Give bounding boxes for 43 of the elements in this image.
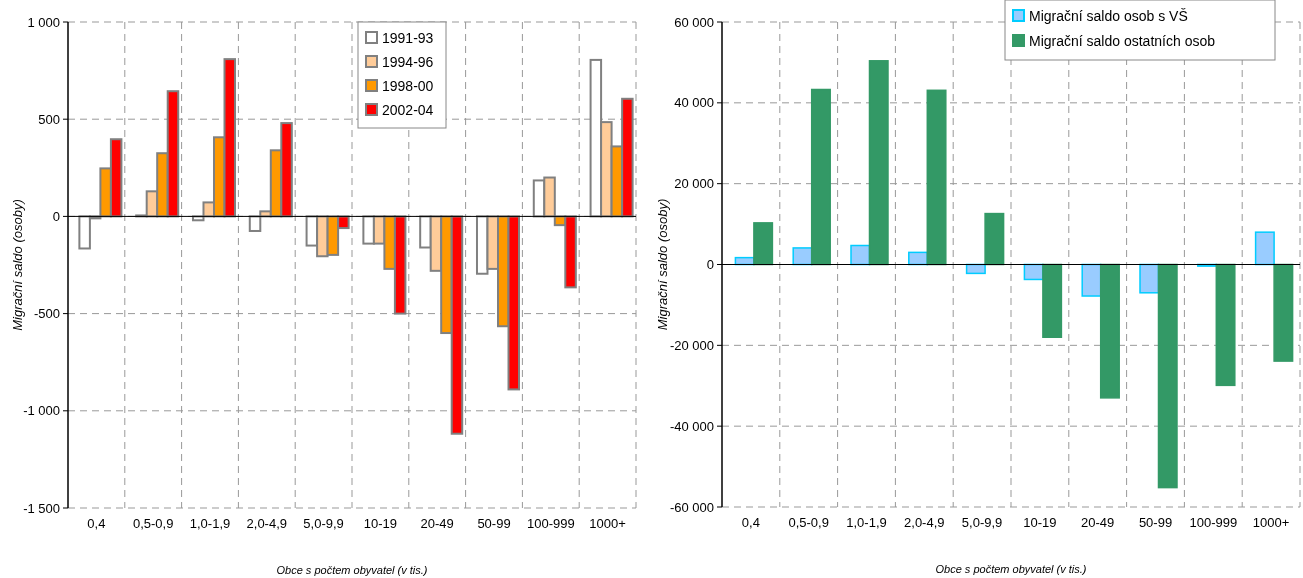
- y-tick-label: 40 000: [674, 95, 714, 111]
- y-tick-label: 0: [706, 257, 714, 273]
- x-tick-label: 20-49: [1081, 515, 1115, 530]
- x-tick-label: 0,5-0,9: [132, 516, 174, 531]
- x-tick-label: 0,4: [741, 515, 760, 530]
- y-tick-label: 0: [52, 208, 60, 224]
- x-tick-label: 0,5-0,9: [788, 515, 829, 530]
- y-tick-label: 500: [38, 111, 60, 127]
- x-tick-label: 100-999: [526, 516, 575, 531]
- x-tick-label: 2,0-4,9: [246, 516, 288, 531]
- x-tick-label: 1,0-1,9: [189, 516, 231, 531]
- y-tick-label: -1 000: [23, 403, 60, 419]
- y-tick-label: 60 000: [674, 14, 714, 30]
- legend-label: 1998-00: [382, 77, 434, 94]
- legend-label: 1994-96: [382, 53, 434, 70]
- y-tick-label: -60 000: [669, 499, 714, 515]
- x-tick-label: 100-999: [1189, 515, 1238, 530]
- x-axis-title: Obce s počtem obyvatel (v tis.): [935, 563, 1087, 575]
- legend-label: Migrační saldo osob s VŠ: [1029, 7, 1188, 24]
- x-tick-label: 5,0-9,9: [303, 516, 344, 531]
- x-tick-label: 50-99: [1138, 515, 1173, 530]
- y-axis-title: Migrační saldo (osoby): [10, 199, 25, 331]
- y-tick-label: -1 500: [23, 500, 60, 516]
- y-tick-label: 1 000: [27, 14, 60, 30]
- y-tick-label: 20 000: [674, 176, 714, 192]
- legend-label: 2002-04: [382, 101, 434, 118]
- x-tick-label: 1000+: [1252, 515, 1290, 530]
- x-tick-label: 20-49: [420, 516, 454, 531]
- x-tick-label: 10-19: [1023, 515, 1057, 530]
- x-tick-label: 0,4: [87, 516, 106, 531]
- y-tick-label: -40 000: [669, 418, 714, 434]
- y-tick-label: -500: [33, 306, 60, 322]
- y-axis-title: Migrační saldo (osoby): [655, 198, 670, 331]
- x-axis-title: Obce s počtem obyvatel (v tis.): [276, 564, 428, 576]
- x-tick-label: 10-19: [363, 516, 398, 531]
- legend-label: 1991-93: [382, 29, 434, 46]
- legend-label: Migrační saldo ostatních osob: [1029, 32, 1216, 49]
- x-tick-label: 5,0-9,9: [961, 515, 1003, 530]
- x-tick-label: 1000+: [589, 516, 626, 531]
- x-tick-label: 1,0-1,9: [846, 515, 887, 530]
- y-tick-label: -20 000: [669, 337, 714, 353]
- x-tick-label: 2,0-4,9: [904, 515, 945, 530]
- x-tick-label: 50-99: [477, 516, 511, 531]
